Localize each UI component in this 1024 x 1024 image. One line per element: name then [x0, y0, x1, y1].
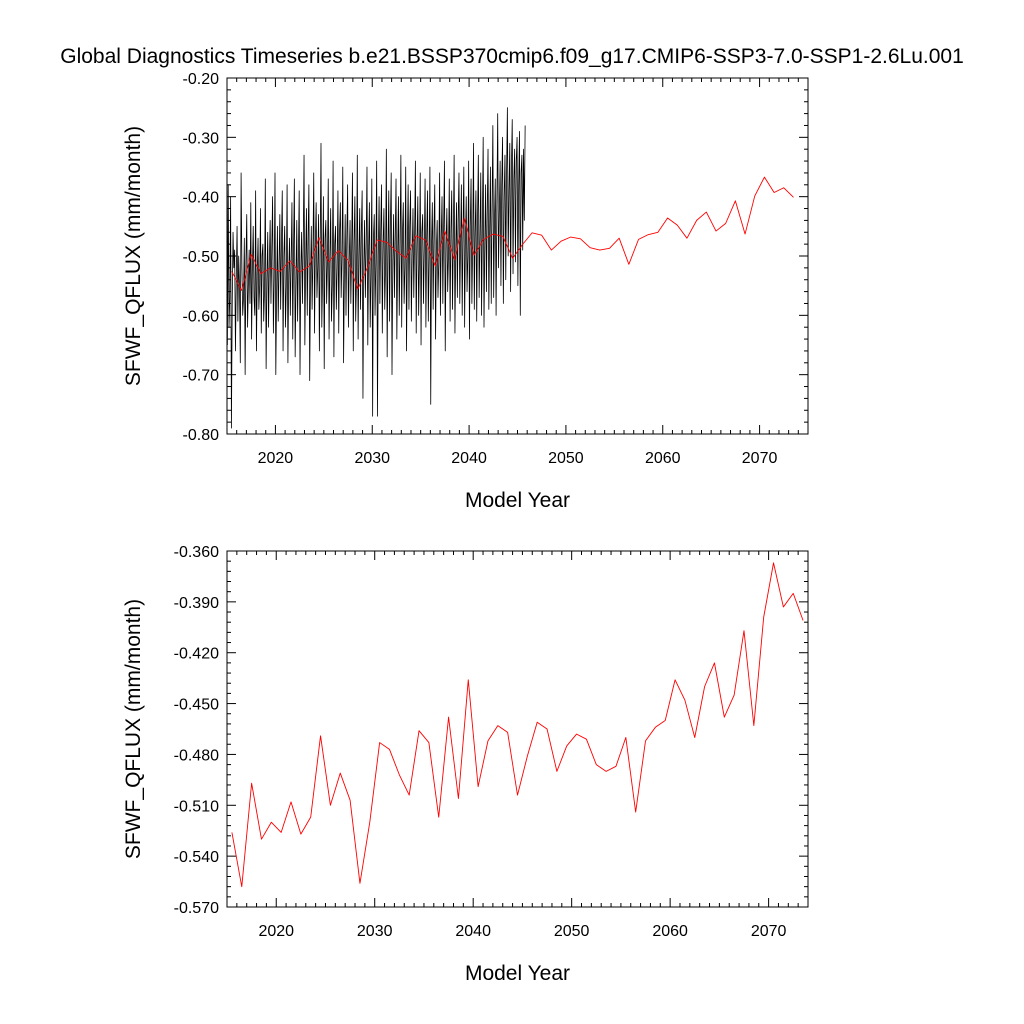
y-tick-label: -0.30	[183, 130, 220, 147]
y-tick-label: -0.360	[174, 544, 219, 561]
figure-title: Global Diagnostics Timeseries b.e21.BSSP…	[60, 45, 964, 68]
x-tick-label: 2060	[652, 923, 688, 940]
x-tick-label: 2020	[258, 923, 294, 940]
x-tick-label: 2060	[645, 450, 681, 467]
x-tick-label: 2050	[548, 450, 584, 467]
y-tick-label: -0.20	[183, 71, 220, 88]
y-tick-label: -0.390	[174, 595, 219, 612]
y-tick-label: -0.480	[174, 747, 219, 764]
y-tick-label: -0.80	[183, 427, 220, 444]
bottom-panel: 2020 2030 2040 2050 2060 2070 -0.360 -0.390 -0.4…	[122, 544, 809, 985]
x-tick-label: 2070	[742, 450, 778, 467]
y-axis-label: SFWF_QFLUX (mm/month)	[122, 599, 145, 859]
y-tick-label: -0.40	[183, 190, 220, 207]
annual-series-line	[231, 176, 794, 291]
x-tick-label: 2020	[258, 450, 294, 467]
annual-series-line	[231, 562, 804, 888]
plot-frame	[226, 550, 809, 908]
x-axis-label: Model Year	[465, 489, 570, 512]
y-tick-label: -0.70	[183, 368, 220, 385]
x-tick-label: 2030	[354, 450, 390, 467]
x-tick-label: 2040	[455, 923, 491, 940]
y-tick-label: -0.420	[174, 646, 219, 663]
y-axis-label: SFWF_QFLUX (mm/month)	[122, 126, 145, 386]
y-tick-label: -0.60	[183, 308, 220, 325]
monthly-series-line	[227, 107, 526, 429]
top-panel: 2020 2030 2040 2050 2060 2070 -0.20 -0.30 -0.40 -…	[122, 71, 809, 512]
y-tick-label: -0.450	[174, 697, 219, 714]
y-tick-label: -0.50	[183, 249, 220, 266]
x-tick-label: 2030	[357, 923, 393, 940]
x-tick-label: 2040	[451, 450, 487, 467]
x-tick-label: 2070	[751, 923, 787, 940]
y-tick-label: -0.510	[174, 798, 219, 815]
x-tick-label: 2050	[554, 923, 590, 940]
y-tick-label: -0.570	[174, 900, 219, 917]
x-axis-label: Model Year	[465, 962, 570, 985]
y-tick-label: -0.540	[174, 849, 219, 866]
